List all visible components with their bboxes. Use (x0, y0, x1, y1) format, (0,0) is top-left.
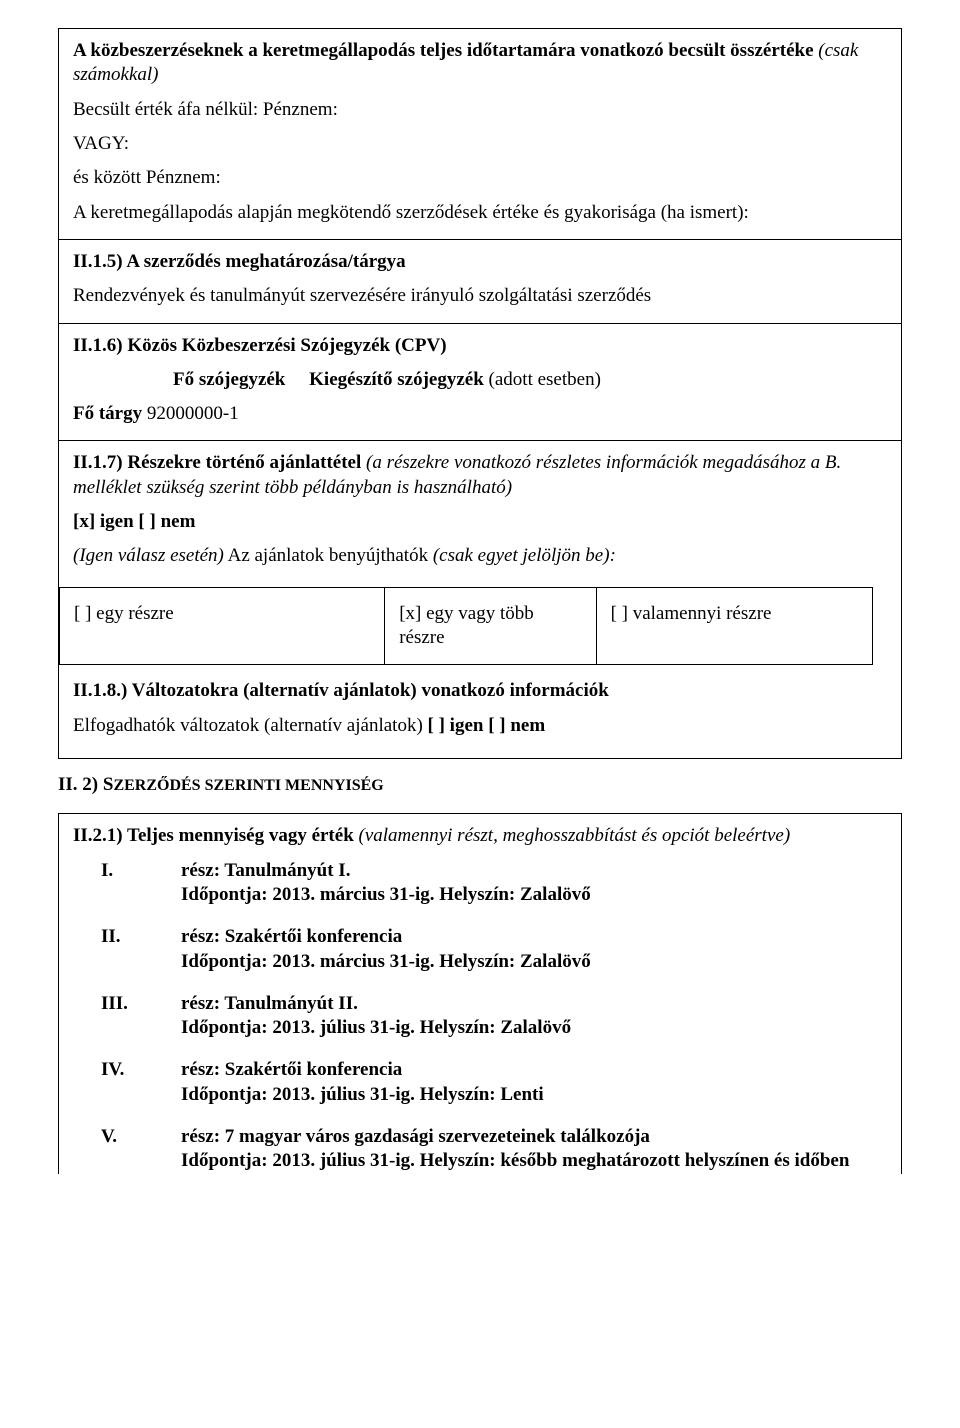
ii17-note: (Igen válasz esetén) Az ajánlatok benyúj… (73, 544, 887, 568)
list-item-body: rész: Szakértői konferenciaIdőpontja: 20… (181, 925, 887, 974)
cpv-row-value: 92000000-1 (147, 403, 239, 424)
intro-line-2: VAGY: (73, 132, 887, 156)
ii18-options: [ ] igen [ ] nem (428, 715, 546, 736)
cpv-row-label: Fő tárgy (73, 403, 147, 424)
option-cell-1: [ ] egy részre (60, 587, 385, 665)
list-item-line-2: Időpontja: 2013. július 31-ig. Helyszín:… (181, 1149, 887, 1173)
list-item-line-2: Időpontja: 2013. március 31-ig. Helyszín… (181, 950, 887, 974)
intro-title-bold: A közbeszerzéseknek a keretmegállapodás … (73, 40, 818, 61)
list-item-line-1: rész: Szakértői konferencia (181, 1058, 887, 1082)
list-item-line-1: rész: Tanulmányút I. (181, 859, 887, 883)
ii17-heading: II.1.7) Részekre történő ajánlattétel (a… (73, 451, 887, 500)
list-item-number: II. (101, 925, 181, 974)
ii15-body: Rendezvények és tanulmányút szervezésére… (73, 284, 887, 308)
ii21-heading: II.2.1) Teljes mennyiség vagy érték (val… (73, 824, 887, 848)
ii18-body-text: Elfogadhatók változatok (alternatív aján… (73, 715, 428, 736)
list-item-body: rész: Tanulmányút II.Időpontja: 2013. jú… (181, 992, 887, 1041)
list-item-body: rész: Szakértői konferenciaIdőpontja: 20… (181, 1058, 887, 1107)
cpv-header-row: Fő szójegyzék Kiegészítő szójegyzék (ado… (173, 368, 887, 392)
list-item-number: IV. (101, 1058, 181, 1107)
cpv-fo-label: Fő szójegyzék (173, 369, 285, 390)
cpv-kieg-italic: (adott esetben) (484, 369, 601, 390)
ii18-heading: II.1.8.) Változatokra (alternatív ajánla… (73, 679, 887, 703)
cell-ii18: II.1.8.) Változatokra (alternatív ajánla… (59, 665, 901, 744)
ii17-note-ital2: (csak egyet jelöljön be): (433, 545, 616, 566)
section-2-heading-b: ZERZŐDÉS SZERINTI MENNYISÉG (113, 777, 383, 794)
section-3-box: II.2.1) Teljes mennyiség vagy érték (val… (58, 813, 902, 1173)
ii21-heading-bold: II.2.1) Teljes mennyiség vagy érték (73, 825, 359, 846)
list-item: II.rész: Szakértői konferenciaIdőpontja:… (101, 925, 887, 974)
list-item: III.rész: Tanulmányút II.Időpontja: 2013… (101, 992, 887, 1041)
section-2-heading-a: II. 2) S (58, 774, 113, 795)
list-item-body: rész: Tanulmányút I.Időpontja: 2013. már… (181, 859, 887, 908)
section-2-heading: II. 2) SZERZŐDÉS SZERINTI MENNYISÉG (58, 773, 902, 797)
list-item-number: I. (101, 859, 181, 908)
list-item: V. rész: 7 magyar város gazdasági szerve… (101, 1125, 887, 1174)
options-table: [ ] egy részre [x] egy vagy több részre … (59, 587, 873, 666)
ii17-note-ital1: (Igen válasz esetén) (73, 545, 224, 566)
list-item-body: rész: 7 magyar város gazdasági szervezet… (181, 1125, 887, 1174)
cell-intro: A közbeszerzéseknek a keretmegállapodás … (59, 29, 901, 239)
cell-ii16: II.1.6) Közös Közbeszerzési Szójegyzék (… (59, 323, 901, 441)
list-item: IV.rész: Szakértői konferenciaIdőpontja:… (101, 1058, 887, 1107)
intro-line-1: Becsült érték áfa nélkül: Pénznem: (73, 98, 887, 122)
intro-line-3: és között Pénznem: (73, 166, 887, 190)
option-cell-2: [x] egy vagy több részre (385, 587, 596, 665)
ii17-igen-nem: [x] igen [ ] nem (73, 510, 887, 534)
ii17-heading-bold: II.1.7) Részekre történő ajánlattétel (73, 452, 366, 473)
option-cell-3: [ ] valamennyi részre (596, 587, 872, 665)
list-item-line-2: Időpontja: 2013. július 31-ig. Helyszín:… (181, 1016, 887, 1040)
list-item-line-1: rész: Szakértői konferencia (181, 925, 887, 949)
list-item-line-1: rész: Tanulmányút II. (181, 992, 887, 1016)
table-row: [ ] egy részre [x] egy vagy több részre … (60, 587, 873, 665)
cell-ii17: II.1.7) Részekre történő ajánlattétel (a… (59, 440, 901, 582)
ii17-note-mid: Az ajánlatok benyújthatók (224, 545, 433, 566)
cpv-value-row: Fő tárgy 92000000-1 (73, 402, 887, 426)
cell-ii15: II.1.5) A szerződés meghatározása/tárgya… (59, 239, 901, 323)
intro-title: A közbeszerzéseknek a keretmegállapodás … (73, 39, 887, 88)
list-item-line-1: rész: 7 magyar város gazdasági szervezet… (181, 1125, 887, 1149)
ii15-heading: II.1.5) A szerződés meghatározása/tárgya (73, 250, 887, 274)
intro-line-4: A keretmegállapodás alapján megkötendő s… (73, 201, 887, 225)
cpv-kieg-label: Kiegészítő szójegyzék (309, 369, 484, 390)
list-item-number: III. (101, 992, 181, 1041)
list-item-number: V. (101, 1125, 181, 1174)
section-1-box: A közbeszerzéseknek a keretmegállapodás … (58, 28, 902, 759)
ii16-heading: II.1.6) Közös Közbeszerzési Szójegyzék (… (73, 334, 887, 358)
parts-list: I.rész: Tanulmányút I.Időpontja: 2013. m… (101, 859, 887, 1174)
list-item-line-2: Időpontja: 2013. március 31-ig. Helyszín… (181, 883, 887, 907)
list-item-line-2: Időpontja: 2013. július 31-ig. Helyszín:… (181, 1083, 887, 1107)
ii21-heading-italic: (valamennyi részt, meghosszabbítást és o… (359, 825, 791, 846)
list-item: I.rész: Tanulmányút I.Időpontja: 2013. m… (101, 859, 887, 908)
ii18-body: Elfogadhatók változatok (alternatív aján… (73, 714, 887, 738)
